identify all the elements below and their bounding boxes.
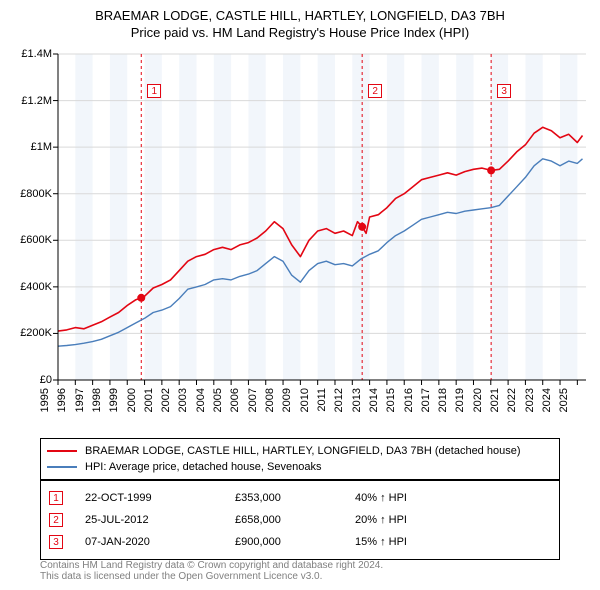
chart-marker-label: 2 <box>368 84 382 98</box>
chart: £0£200K£400K£600K£800K£1M£1.2M£1.4M 1995… <box>10 50 590 430</box>
legend: BRAEMAR LODGE, CASTLE HILL, HARTLEY, LON… <box>40 438 560 480</box>
y-tick-label: £200K <box>10 327 52 339</box>
sales-date: 22-OCT-1999 <box>85 492 235 504</box>
sales-date: 07-JAN-2020 <box>85 536 235 548</box>
footer-line-1: Contains HM Land Registry data © Crown c… <box>40 560 560 571</box>
y-tick-label: £1.2M <box>10 95 52 107</box>
sales-pct: 15% ↑ HPI <box>355 536 407 548</box>
sales-price: £353,000 <box>235 492 355 504</box>
sales-pct: 40% ↑ HPI <box>355 492 407 504</box>
x-tick-label: 2025 <box>558 388 600 412</box>
footer: Contains HM Land Registry data © Crown c… <box>40 560 560 582</box>
y-tick-label: £1.4M <box>10 48 52 60</box>
sales-pct: 20% ↑ HPI <box>355 514 407 526</box>
sales-table: 1 22-OCT-1999£353,00040% ↑ HPI 2 25-JUL-201… <box>40 480 560 560</box>
legend-label: BRAEMAR LODGE, CASTLE HILL, HARTLEY, LON… <box>85 445 521 457</box>
sales-row: 1 22-OCT-1999£353,00040% ↑ HPI <box>49 487 551 509</box>
y-tick-label: £600K <box>10 234 52 246</box>
chart-marker-label: 3 <box>497 84 511 98</box>
sales-date: 25-JUL-2012 <box>85 514 235 526</box>
y-tick-label: £400K <box>10 281 52 293</box>
title-block: BRAEMAR LODGE, CASTLE HILL, HARTLEY, LON… <box>0 0 600 42</box>
legend-swatch <box>47 466 77 468</box>
chart-svg <box>10 50 590 430</box>
y-tick-label: £1M <box>10 141 52 153</box>
title-line-1: BRAEMAR LODGE, CASTLE HILL, HARTLEY, LON… <box>0 8 600 25</box>
title-line-2: Price paid vs. HM Land Registry's House … <box>0 25 600 42</box>
legend-swatch <box>47 450 77 452</box>
sales-price: £658,000 <box>235 514 355 526</box>
sales-marker-box: 2 <box>49 513 63 527</box>
sales-marker-box: 1 <box>49 491 63 505</box>
sales-marker-box: 3 <box>49 535 63 549</box>
sales-row: 3 07-JAN-2020£900,00015% ↑ HPI <box>49 531 551 553</box>
chart-marker-label: 1 <box>147 84 161 98</box>
legend-label: HPI: Average price, detached house, Seve… <box>85 461 321 473</box>
legend-row: HPI: Average price, detached house, Seve… <box>47 459 553 475</box>
y-tick-label: £800K <box>10 188 52 200</box>
y-tick-label: £0 <box>10 374 52 386</box>
page: BRAEMAR LODGE, CASTLE HILL, HARTLEY, LON… <box>0 0 600 590</box>
footer-line-2: This data is licensed under the Open Gov… <box>40 571 560 582</box>
sales-row: 2 25-JUL-2012£658,00020% ↑ HPI <box>49 509 551 531</box>
legend-row: BRAEMAR LODGE, CASTLE HILL, HARTLEY, LON… <box>47 443 553 459</box>
sales-price: £900,000 <box>235 536 355 548</box>
